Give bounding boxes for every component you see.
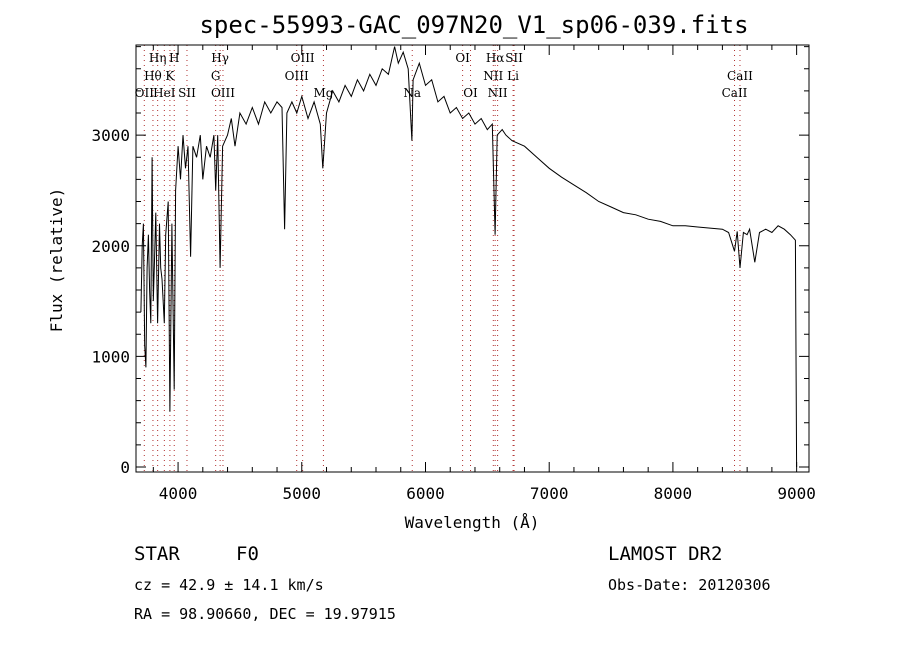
line-marker-label: Hγ — [211, 51, 229, 65]
line-marker-label: H — [169, 51, 179, 65]
axis-ticks: 4000 5000 6000 7000 8000 9000 0 1000 2000 3000 — [91, 45, 816, 503]
object-class: STAR — [134, 543, 180, 565]
line-marker-label: SII — [505, 51, 523, 65]
line-marker-label: OII — [135, 86, 155, 100]
y-axis-label: Flux (relative) — [47, 188, 66, 333]
line-marker-label: OIII — [211, 86, 235, 100]
line-marker-label: G — [211, 69, 221, 83]
line-marker-label: OIII — [291, 51, 315, 65]
y-tick-label: 2000 — [91, 237, 130, 256]
line-marker-label: OIII — [285, 69, 309, 83]
chart-title: spec-55993-GAC_097N20_V1_sp06-039.fits — [199, 11, 748, 39]
y-tick-label: 3000 — [91, 126, 130, 145]
line-marker-label: CaII — [722, 86, 748, 100]
y-tick-label: 0 — [120, 458, 130, 477]
line-marker-label: CaII — [727, 69, 753, 83]
line-marker-label: Hθ — [144, 69, 162, 83]
line-marker-label: SII — [178, 86, 196, 100]
x-axis-label: Wavelength (Å) — [405, 513, 540, 532]
y-tick-label: 1000 — [91, 347, 130, 366]
line-marker-label: HeI — [153, 86, 176, 100]
subclass: F0 — [236, 543, 259, 565]
spectrum-line — [140, 46, 798, 468]
plot-frame — [135, 44, 810, 473]
redshift-cz: cz = 42.9 ± 14.1 km/s — [134, 576, 324, 594]
line-marker-label: OI — [455, 51, 470, 65]
line-marker-label: NII — [488, 86, 508, 100]
line-marker-label: NII — [483, 69, 503, 83]
line-marker-label: Mg — [313, 86, 333, 100]
x-tick-label: 7000 — [530, 484, 569, 503]
line-marker-label: Hη — [149, 51, 167, 65]
x-tick-label: 6000 — [406, 484, 445, 503]
x-tick-label: 8000 — [654, 484, 693, 503]
x-tick-label: 9000 — [777, 484, 816, 503]
line-marker-label: Li — [507, 69, 519, 83]
x-tick-label: 5000 — [283, 484, 322, 503]
line-marker-label: Hα — [486, 51, 505, 65]
line-marker-label: K — [165, 69, 175, 83]
x-tick-label: 4000 — [159, 484, 198, 503]
survey-name: LAMOST DR2 — [608, 543, 722, 565]
line-marker-label: Na — [403, 86, 421, 100]
obs-date: Obs-Date: 20120306 — [608, 576, 771, 594]
coordinates: RA = 98.90660, DEC = 19.97915 — [134, 605, 396, 623]
line-marker-label: OI — [463, 86, 478, 100]
